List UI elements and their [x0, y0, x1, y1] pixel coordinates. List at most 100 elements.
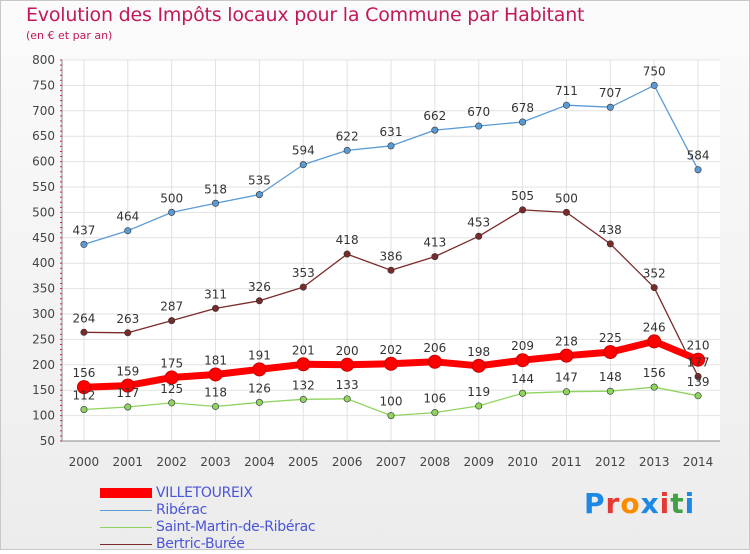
data-point	[562, 208, 570, 216]
y-tick-label: 250	[32, 332, 55, 346]
proxiti-logo: Proxiti	[584, 487, 695, 520]
data-label: 584	[687, 149, 710, 163]
data-label: 147	[555, 371, 578, 385]
data-point	[475, 122, 483, 130]
data-point	[431, 253, 439, 261]
data-point	[694, 372, 702, 380]
legend-label-villetoureix: VILLETOUREIX	[156, 485, 253, 501]
data-label: 311	[204, 287, 227, 301]
data-point	[384, 356, 398, 371]
x-tick-label: 2005	[288, 455, 319, 469]
data-label: 246	[643, 320, 666, 334]
logo-letter: r	[605, 487, 621, 520]
data-point	[76, 380, 91, 395]
data-point	[694, 166, 702, 174]
x-tick-label: 2010	[507, 455, 538, 469]
y-tick-label: 50	[40, 434, 55, 448]
x-tick-label: 2011	[551, 455, 582, 469]
x-tick-label: 2000	[69, 455, 100, 469]
data-label: 352	[643, 267, 666, 281]
data-label: 210	[687, 339, 710, 353]
data-label: 707	[599, 86, 622, 100]
data-label: 126	[248, 381, 271, 395]
data-point	[562, 388, 570, 396]
legend-swatch-villetoureix	[100, 488, 152, 498]
logo-letter: i	[659, 487, 671, 520]
data-label: 198	[467, 345, 490, 359]
y-tick-label: 600	[32, 155, 55, 169]
data-label: 133	[336, 378, 359, 392]
data-point	[252, 362, 267, 377]
data-point	[299, 161, 307, 169]
y-tick-label: 350	[32, 282, 55, 296]
data-point	[559, 348, 574, 363]
data-label: 453	[467, 215, 490, 229]
data-point	[519, 118, 527, 126]
chart-subtitle: (en € et par an)	[26, 29, 113, 42]
data-label: 500	[555, 191, 578, 205]
data-point	[299, 395, 307, 403]
data-label: 209	[511, 339, 534, 353]
y-tick-label: 100	[32, 409, 55, 423]
legend-label-riberac: Ribérac	[156, 502, 208, 518]
data-label: 144	[511, 372, 534, 386]
x-tick-label: 2001	[113, 455, 144, 469]
x-tick-label: 2009	[463, 455, 494, 469]
y-tick-label: 800	[32, 53, 55, 67]
data-label: 263	[116, 312, 139, 326]
data-point	[124, 227, 132, 235]
data-label: 386	[380, 249, 403, 263]
logo-letter: t	[670, 487, 685, 520]
x-tick-label: 2006	[332, 455, 363, 469]
data-label: 662	[423, 109, 446, 123]
x-tick-label: 2002	[156, 455, 187, 469]
data-point	[343, 250, 351, 258]
data-label: 191	[248, 348, 271, 362]
logo-letter: x	[640, 487, 660, 520]
data-label: 225	[599, 331, 622, 345]
x-tick-label: 2007	[376, 455, 407, 469]
data-point	[650, 284, 658, 292]
logo-letter: o	[620, 487, 641, 520]
data-point	[343, 146, 351, 154]
data-label: 438	[599, 223, 622, 237]
data-label: 750	[643, 64, 666, 78]
data-point	[255, 297, 263, 305]
data-point	[515, 353, 530, 368]
data-label: 106	[423, 392, 446, 406]
data-point	[168, 208, 176, 216]
data-point	[387, 142, 395, 150]
data-label: 594	[292, 144, 315, 158]
data-label: 413	[423, 236, 446, 250]
data-point	[606, 387, 614, 395]
logo-letter: P	[584, 487, 606, 520]
data-point	[475, 402, 483, 410]
data-point	[694, 392, 702, 400]
data-label: 622	[336, 129, 359, 143]
data-label: 418	[336, 233, 359, 247]
data-point	[120, 378, 135, 393]
data-label: 125	[160, 382, 183, 396]
y-tick-label: 500	[32, 205, 55, 219]
data-point	[606, 240, 614, 248]
data-label: 631	[380, 125, 403, 139]
legend-swatch-bertric-buree	[100, 544, 152, 545]
data-point	[431, 126, 439, 134]
data-label: 206	[423, 341, 446, 355]
data-point	[255, 398, 263, 406]
data-label: 287	[160, 300, 183, 314]
data-point	[647, 334, 662, 349]
data-point	[255, 191, 263, 199]
legend-label-saint-martin: Saint-Martin-de-Ribérac	[156, 519, 316, 535]
data-point	[343, 395, 351, 403]
data-point	[603, 345, 618, 360]
legend-swatch-saint-martin	[100, 527, 152, 528]
data-label: 326	[248, 280, 271, 294]
data-label: 139	[687, 375, 710, 389]
data-label: 201	[292, 343, 315, 357]
data-point	[80, 240, 88, 248]
data-point	[691, 352, 706, 367]
data-label: 177	[687, 355, 710, 369]
x-tick-label: 2012	[595, 455, 626, 469]
